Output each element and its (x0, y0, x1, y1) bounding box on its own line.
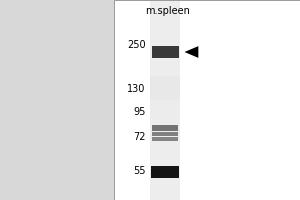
Bar (150, 0, 180, 200)
Text: 250: 250 (127, 40, 146, 50)
Bar (152, 137, 178, 141)
Bar (114, 0, 300, 200)
Bar (150, 76, 180, 100)
Bar (152, 125, 178, 131)
Text: 72: 72 (133, 132, 146, 142)
Bar (150, 100, 180, 120)
Text: 130: 130 (127, 84, 146, 94)
Text: 95: 95 (133, 107, 145, 117)
Bar (152, 46, 178, 58)
Bar (151, 166, 179, 178)
Bar (114, 0, 300, 200)
Bar (152, 132, 178, 136)
Polygon shape (184, 46, 198, 58)
Text: m.spleen: m.spleen (146, 6, 190, 16)
Text: 55: 55 (133, 166, 146, 176)
